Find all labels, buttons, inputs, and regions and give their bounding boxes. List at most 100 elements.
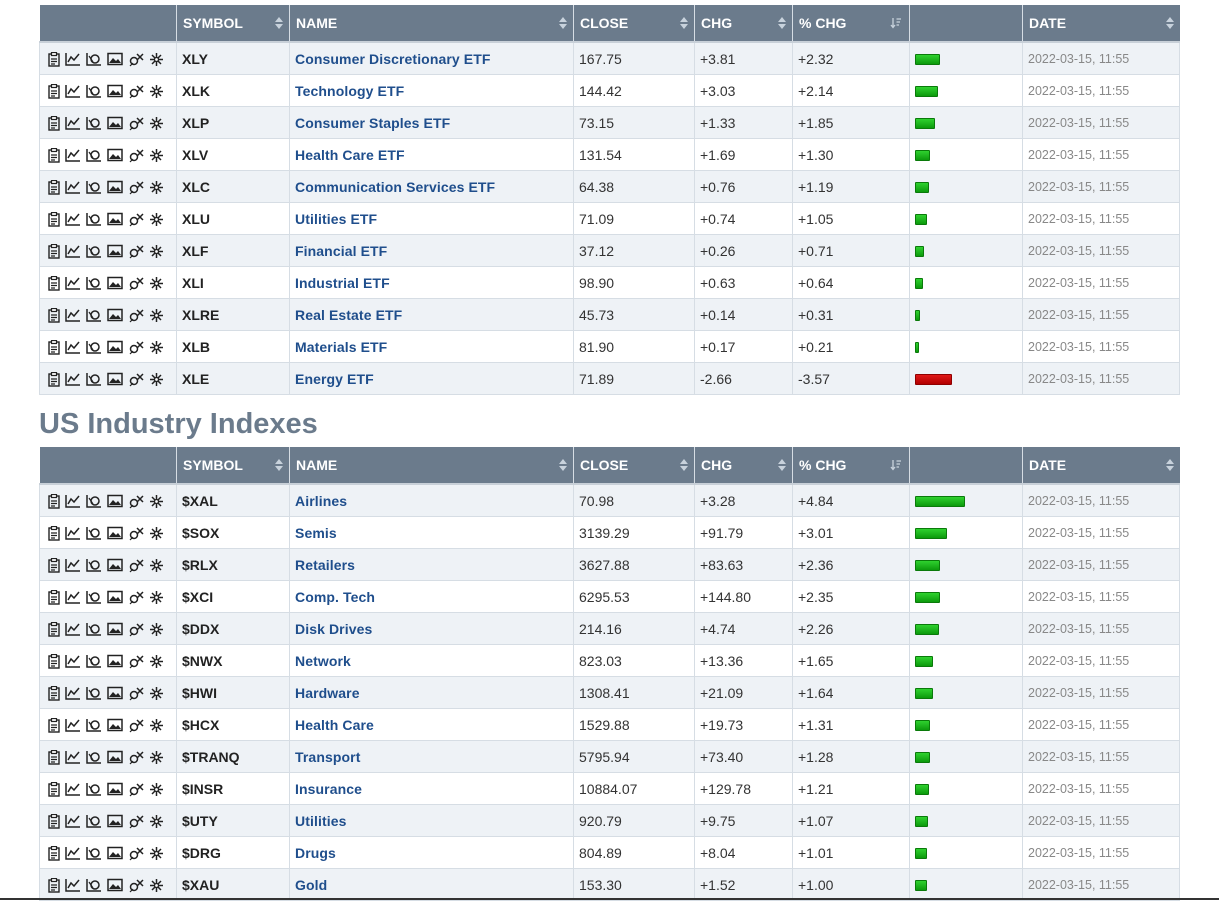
perfchart-icon[interactable] (86, 716, 107, 733)
name-link[interactable]: Materials ETF (295, 338, 388, 355)
summary-icon[interactable] (48, 82, 65, 99)
image-chart-icon[interactable] (107, 146, 128, 162)
perfchart-icon[interactable] (86, 210, 107, 227)
symbol-tools-icon[interactable] (149, 524, 169, 540)
seasonality-icon[interactable] (128, 524, 149, 541)
name-link[interactable]: Insurance (295, 780, 363, 797)
chart-icon[interactable] (65, 876, 86, 893)
summary-icon[interactable] (48, 492, 65, 509)
image-chart-icon[interactable] (107, 306, 128, 322)
chart-icon[interactable] (65, 780, 86, 797)
chart-icon[interactable] (65, 274, 86, 291)
symbol-tools-icon[interactable] (149, 812, 169, 828)
perfchart-icon[interactable] (86, 146, 107, 163)
summary-icon[interactable] (48, 306, 65, 323)
symbol-tools-icon[interactable] (149, 684, 169, 700)
name-link[interactable]: Consumer Staples ETF (295, 114, 451, 131)
image-chart-icon[interactable] (107, 524, 128, 540)
name-link[interactable]: Communication Services ETF (295, 178, 496, 195)
perfchart-icon[interactable] (86, 178, 107, 195)
chart-icon[interactable] (65, 306, 86, 323)
image-chart-icon[interactable] (107, 844, 128, 860)
symbol-tools-icon[interactable] (149, 338, 169, 354)
symbol-tools-icon[interactable] (149, 114, 169, 130)
chart-icon[interactable] (65, 652, 86, 669)
chart-icon[interactable] (65, 588, 86, 605)
perfchart-icon[interactable] (86, 370, 107, 387)
seasonality-icon[interactable] (128, 812, 149, 829)
summary-icon[interactable] (48, 274, 65, 291)
chart-icon[interactable] (65, 242, 86, 259)
image-chart-icon[interactable] (107, 876, 128, 892)
seasonality-icon[interactable] (128, 876, 149, 893)
perfchart-icon[interactable] (86, 812, 107, 829)
image-chart-icon[interactable] (107, 210, 128, 226)
perfchart-icon[interactable] (86, 844, 107, 861)
image-chart-icon[interactable] (107, 812, 128, 828)
image-chart-icon[interactable] (107, 588, 128, 604)
chart-icon[interactable] (65, 524, 86, 541)
summary-icon[interactable] (48, 370, 65, 387)
image-chart-icon[interactable] (107, 274, 128, 290)
header-date[interactable]: DATE (1022, 5, 1180, 42)
name-link[interactable]: Consumer Discretionary ETF (295, 50, 491, 67)
name-link[interactable]: Retailers (295, 556, 356, 573)
chart-icon[interactable] (65, 844, 86, 861)
symbol-tools-icon[interactable] (149, 242, 169, 258)
symbol-tools-icon[interactable] (149, 370, 169, 386)
image-chart-icon[interactable] (107, 338, 128, 354)
name-link[interactable]: Transport (295, 748, 361, 765)
seasonality-icon[interactable] (128, 844, 149, 861)
seasonality-icon[interactable] (128, 652, 149, 669)
perfchart-icon[interactable] (86, 876, 107, 893)
perfchart-icon[interactable] (86, 652, 107, 669)
header-name[interactable]: NAME (289, 447, 574, 484)
symbol-tools-icon[interactable] (149, 210, 169, 226)
chart-icon[interactable] (65, 338, 86, 355)
name-link[interactable]: Real Estate ETF (295, 306, 403, 323)
summary-icon[interactable] (48, 652, 65, 669)
name-link[interactable]: Drugs (295, 844, 336, 861)
perfchart-icon[interactable] (86, 50, 107, 67)
seasonality-icon[interactable] (128, 780, 149, 797)
summary-icon[interactable] (48, 748, 65, 765)
summary-icon[interactable] (48, 620, 65, 637)
image-chart-icon[interactable] (107, 780, 128, 796)
symbol-tools-icon[interactable] (149, 178, 169, 194)
symbol-tools-icon[interactable] (149, 556, 169, 572)
chart-icon[interactable] (65, 114, 86, 131)
symbol-tools-icon[interactable] (149, 716, 169, 732)
header-pct-chg[interactable]: % CHG (792, 5, 910, 42)
seasonality-icon[interactable] (128, 242, 149, 259)
seasonality-icon[interactable] (128, 684, 149, 701)
summary-icon[interactable] (48, 716, 65, 733)
name-link[interactable]: Utilities ETF (295, 210, 378, 227)
seasonality-icon[interactable] (128, 620, 149, 637)
name-link[interactable]: Industrial ETF (295, 274, 390, 291)
name-link[interactable]: Gold (295, 876, 328, 893)
image-chart-icon[interactable] (107, 492, 128, 508)
name-link[interactable]: Semis (295, 524, 337, 541)
symbol-tools-icon[interactable] (149, 844, 169, 860)
seasonality-icon[interactable] (128, 556, 149, 573)
header-date[interactable]: DATE (1022, 447, 1180, 484)
seasonality-icon[interactable] (128, 274, 149, 291)
seasonality-icon[interactable] (128, 210, 149, 227)
symbol-tools-icon[interactable] (149, 50, 169, 66)
perfchart-icon[interactable] (86, 492, 107, 509)
seasonality-icon[interactable] (128, 748, 149, 765)
header-close[interactable]: CLOSE (573, 5, 695, 42)
chart-icon[interactable] (65, 146, 86, 163)
image-chart-icon[interactable] (107, 684, 128, 700)
image-chart-icon[interactable] (107, 556, 128, 572)
image-chart-icon[interactable] (107, 82, 128, 98)
summary-icon[interactable] (48, 524, 65, 541)
summary-icon[interactable] (48, 556, 65, 573)
seasonality-icon[interactable] (128, 716, 149, 733)
name-link[interactable]: Energy ETF (295, 370, 374, 387)
image-chart-icon[interactable] (107, 748, 128, 764)
name-link[interactable]: Network (295, 652, 351, 669)
seasonality-icon[interactable] (128, 178, 149, 195)
symbol-tools-icon[interactable] (149, 492, 169, 508)
summary-icon[interactable] (48, 684, 65, 701)
